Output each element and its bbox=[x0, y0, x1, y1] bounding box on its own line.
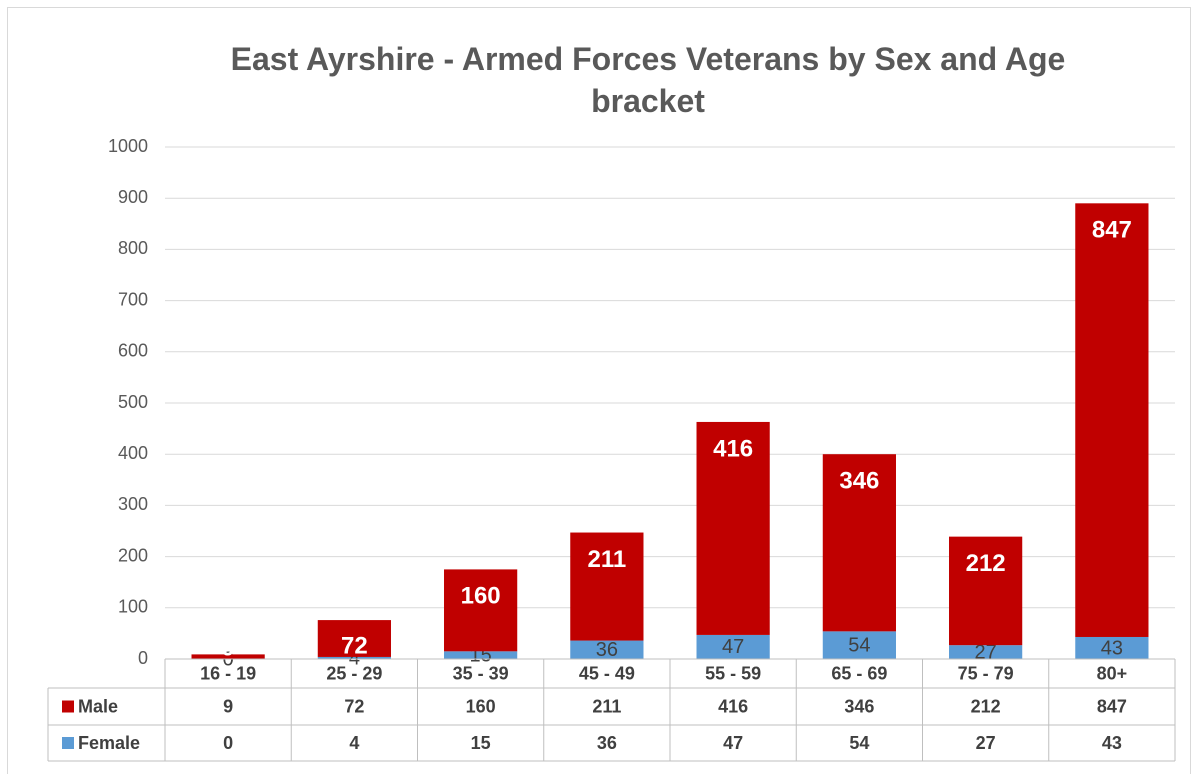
y-tick-label: 700 bbox=[118, 289, 148, 309]
table-value: 847 bbox=[1097, 696, 1127, 716]
bar-segment bbox=[191, 654, 265, 659]
table-value: 9 bbox=[223, 696, 233, 716]
bar-segment bbox=[949, 536, 1023, 646]
table-value: 15 bbox=[471, 733, 491, 753]
bar-segment bbox=[570, 640, 644, 659]
bar-segment bbox=[1075, 203, 1149, 637]
table-value: 43 bbox=[1102, 733, 1122, 753]
y-tick-label: 900 bbox=[118, 187, 148, 207]
y-tick-label: 500 bbox=[118, 392, 148, 412]
data-label: 43 bbox=[1101, 637, 1123, 659]
data-label: 72 bbox=[341, 632, 368, 659]
table-value: 54 bbox=[849, 733, 869, 753]
bar-segment bbox=[696, 634, 770, 659]
x-tick-label: 75 - 79 bbox=[958, 663, 1014, 683]
table-value: 416 bbox=[718, 696, 748, 716]
x-tick-label: 55 - 59 bbox=[705, 663, 761, 683]
bar-segment bbox=[1075, 636, 1149, 659]
table-value: 27 bbox=[976, 733, 996, 753]
data-label: 27 bbox=[975, 641, 997, 663]
data-label: 211 bbox=[588, 546, 627, 573]
data-label: 47 bbox=[722, 636, 744, 658]
bar-segment bbox=[444, 569, 518, 652]
x-tick-label: 65 - 69 bbox=[831, 663, 887, 683]
bar-segment bbox=[822, 454, 896, 632]
y-tick-label: 300 bbox=[118, 494, 148, 514]
table-value: 346 bbox=[844, 696, 874, 716]
legend-key bbox=[62, 700, 74, 713]
data-label: 9 bbox=[221, 634, 234, 661]
y-tick-label: 100 bbox=[118, 597, 148, 617]
table-value: 4 bbox=[349, 733, 359, 753]
x-tick-label: 25 - 29 bbox=[326, 663, 382, 683]
y-tick-label: 600 bbox=[118, 341, 148, 361]
bar-segment bbox=[444, 651, 518, 659]
table-value: 36 bbox=[597, 733, 617, 753]
data-label: 416 bbox=[713, 435, 753, 462]
table-value: 72 bbox=[344, 696, 364, 716]
table-value: 160 bbox=[466, 696, 496, 716]
data-label: 36 bbox=[596, 639, 618, 661]
data-label: 847 bbox=[1092, 217, 1132, 244]
data-label: 346 bbox=[839, 468, 879, 495]
x-tick-label: 80+ bbox=[1097, 663, 1128, 683]
y-tick-label: 800 bbox=[118, 238, 148, 258]
table-value: 211 bbox=[592, 696, 621, 716]
data-label: 212 bbox=[966, 550, 1006, 577]
y-tick-label: 200 bbox=[118, 545, 148, 565]
chart-border bbox=[7, 7, 1191, 774]
data-label: 4 bbox=[349, 647, 360, 669]
bar-segment bbox=[317, 656, 391, 659]
bar-segment bbox=[696, 421, 770, 635]
data-label: 54 bbox=[848, 634, 870, 656]
legend-key bbox=[62, 737, 74, 749]
legend-label: Male bbox=[78, 696, 118, 716]
bar-segment bbox=[570, 532, 644, 641]
y-tick-label: 1000 bbox=[108, 136, 148, 156]
legend-label: Female bbox=[78, 733, 140, 753]
table-value: 0 bbox=[223, 733, 233, 753]
bar-segment bbox=[822, 631, 896, 659]
bar-segment bbox=[949, 645, 1023, 659]
table-value: 47 bbox=[723, 733, 743, 753]
bar-segment bbox=[317, 620, 391, 657]
chart-title: East Ayrshire - Armed Forces Veterans by… bbox=[230, 41, 1066, 119]
x-tick-label: 35 - 39 bbox=[453, 663, 509, 683]
data-label: 160 bbox=[461, 583, 501, 610]
x-tick-label: 45 - 49 bbox=[579, 663, 635, 683]
y-tick-label: 0 bbox=[138, 648, 148, 668]
y-tick-label: 400 bbox=[118, 443, 148, 463]
table-value: 212 bbox=[971, 696, 1001, 716]
x-tick-label: 16 - 19 bbox=[200, 663, 256, 683]
